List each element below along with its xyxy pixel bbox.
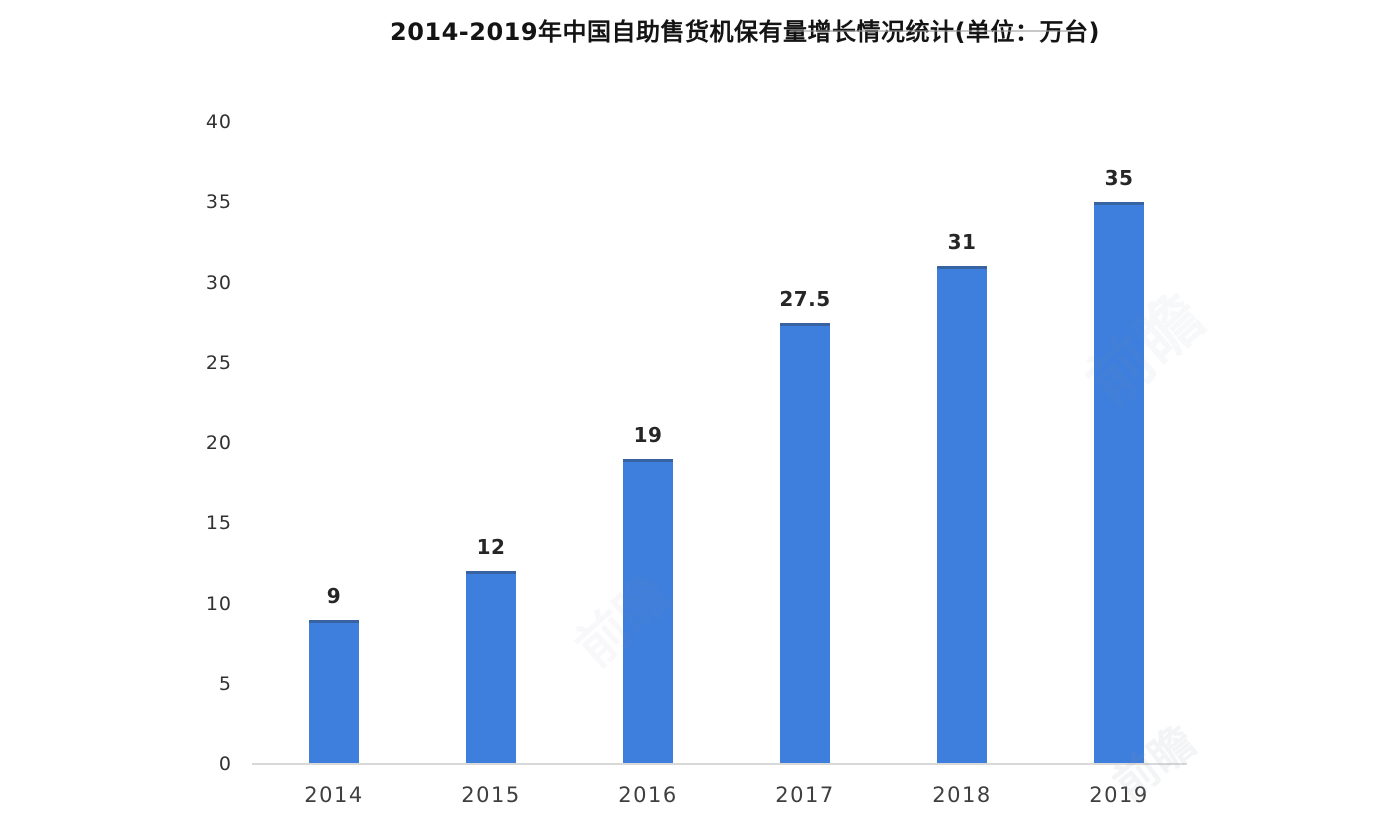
- y-axis-tick-label: 20: [205, 432, 232, 454]
- bar: [1094, 202, 1144, 764]
- bar: [466, 571, 516, 764]
- bar-value-label: 9: [326, 583, 342, 608]
- bar-value-label: 12: [476, 535, 506, 560]
- chart-title: 2014-2019年中国自助售货机保有量增长情况统计(单位：万台): [390, 18, 1100, 46]
- bar-value-label: 31: [947, 230, 977, 255]
- x-axis-label: 2017: [775, 783, 835, 807]
- x-axis-label: 2016: [618, 783, 678, 807]
- x-axis-label: 2018: [932, 783, 992, 807]
- y-axis-tick-label: 30: [205, 271, 232, 294]
- x-axis-label: 2015: [461, 783, 521, 807]
- y-axis-tick-label: 15: [205, 512, 232, 535]
- x-axis-label: 2014: [304, 783, 364, 807]
- bar: [780, 322, 830, 764]
- y-axis-tick-label: 35: [205, 191, 232, 214]
- y-axis-tick-label: 25: [205, 351, 232, 374]
- y-axis-tick-label: 5: [218, 672, 232, 695]
- y-axis-tick-label: 0: [218, 753, 232, 775]
- x-axis-line: [252, 763, 1187, 765]
- bar-value-label: 27.5: [779, 286, 831, 311]
- title-strikethrough-artifact: [790, 30, 1072, 32]
- bar: [937, 266, 987, 764]
- bar-value-label: 35: [1104, 166, 1134, 191]
- y-axis-tick-label: 10: [205, 592, 232, 615]
- bar-value-label: 19: [633, 423, 663, 448]
- x-axis-label: 2019: [1089, 783, 1149, 807]
- y-axis-tick-label: 40: [205, 111, 232, 133]
- bar: [309, 619, 359, 764]
- bar: [623, 459, 673, 764]
